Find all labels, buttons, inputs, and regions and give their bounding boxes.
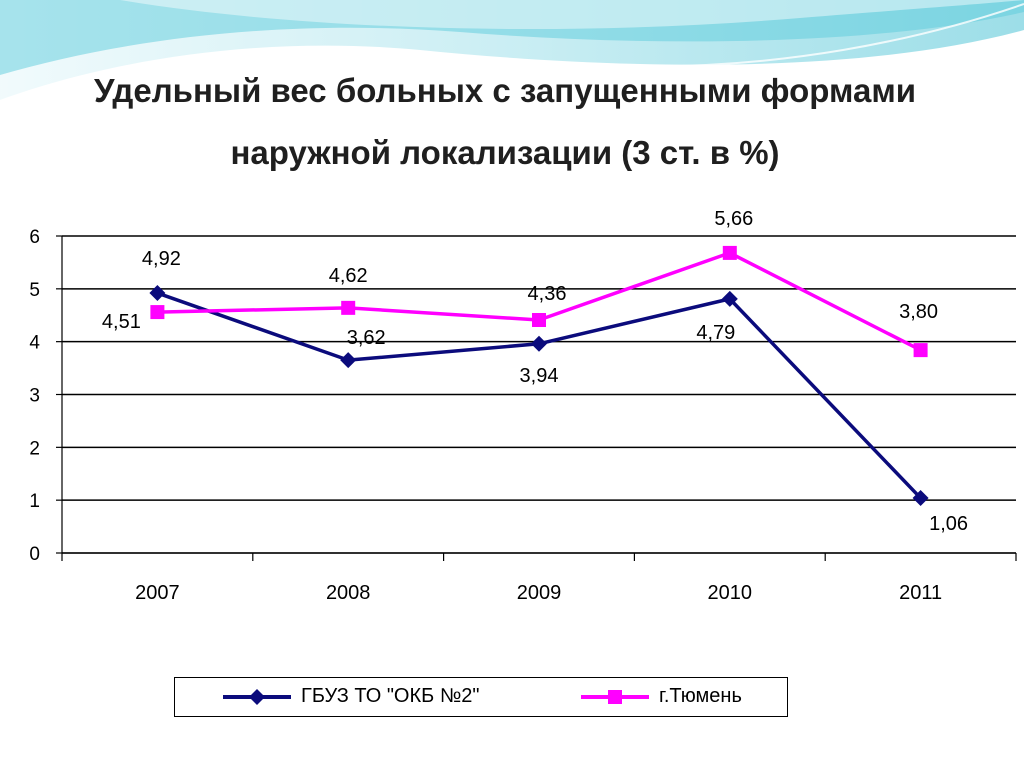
data-label: 1,06: [929, 513, 968, 535]
chart-legend: ГБУЗ ТО "ОКБ №2" г.Тюмень: [174, 677, 788, 717]
point-marker-square: [532, 313, 546, 328]
x-tick-label-2009: 2009: [517, 582, 562, 604]
page-title-line-2: наружной локализации (3 ст. в %): [230, 134, 780, 171]
chart-panel: [24, 194, 1024, 724]
axes: 0 1 2 3 4 5 6 2007 2008 2009 2010 2011: [29, 227, 1017, 604]
legend-item-tyumen: г.Тюмень: [579, 678, 742, 715]
y-tick-label: 1: [29, 491, 40, 512]
data-label: 3,94: [520, 365, 559, 387]
data-label: 4,62: [329, 265, 368, 287]
page-title-line-1: Удельный вес больных с запущенными форма…: [93, 72, 917, 109]
series-lines: [149, 245, 929, 507]
legend-square-marker-icon: [581, 689, 649, 704]
point-marker-square: [150, 305, 165, 320]
y-tick-label: 3: [29, 386, 40, 407]
legend-label-okb2: ГБУЗ ТО "ОКБ №2": [301, 685, 480, 707]
x-tick-label-2008: 2008: [326, 582, 371, 604]
legend-label-tyumen: г.Тюмень: [659, 685, 742, 707]
legend-item-okb2: ГБУЗ ТО "ОКБ №2": [221, 678, 480, 715]
point-marker-diamond: [340, 352, 357, 369]
data-label: 4,79: [696, 322, 735, 344]
data-label: 5,66: [714, 208, 753, 230]
point-marker-diamond: [721, 290, 738, 307]
background-wave-decoration: [0, 0, 1024, 114]
point-marker-diamond: [531, 335, 547, 352]
x-tick-label-2010: 2010: [708, 582, 753, 604]
y-tick-label: 2: [29, 438, 40, 459]
x-tick-label-2011: 2011: [899, 582, 942, 604]
y-tick-label: 4: [29, 333, 40, 354]
data-label: 4,36: [528, 283, 567, 305]
data-label: 4,51: [102, 311, 141, 333]
y-tick-label: 0: [29, 544, 40, 565]
y-tick-label: 6: [29, 227, 40, 248]
x-tick-label-2007: 2007: [135, 582, 180, 604]
point-marker-diamond: [149, 285, 166, 302]
data-label: 4,92: [142, 248, 181, 270]
y-tick-label: 5: [29, 280, 40, 301]
data-label: 3,62: [347, 327, 386, 349]
data-label: 3,80: [899, 301, 938, 323]
point-marker-square: [913, 343, 928, 358]
legend-diamond-marker-icon: [223, 688, 291, 705]
point-marker-square: [722, 245, 737, 260]
point-marker-square: [341, 300, 356, 315]
data-labels: 4,92 3,62 3,94 4,79 1,06 4,51 4,62 4,36 5,66 3,80: [102, 208, 968, 535]
point-marker-diamond: [912, 490, 929, 507]
